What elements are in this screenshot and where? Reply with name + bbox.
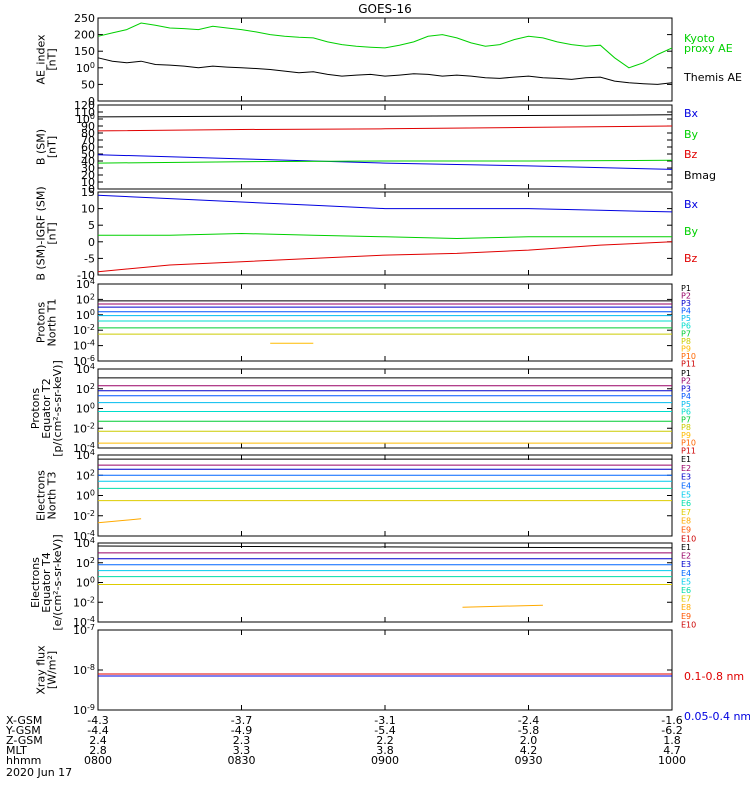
legend-label: Bz <box>684 252 698 265</box>
y-tick-label: 120 <box>74 99 95 112</box>
y-tick-label: 100 <box>76 308 95 322</box>
series-e8 <box>98 519 141 523</box>
y-tick-label: 15 <box>81 186 95 199</box>
legend-label: proxy AE <box>684 42 733 55</box>
y-axis-label: [e/(cm²-s-sr-keV)] <box>51 534 64 630</box>
y-tick-label: 100 <box>76 576 95 590</box>
series-kyoto-proxy-ae <box>98 23 672 68</box>
legend-label: Bmag <box>684 169 716 182</box>
y-tick-label: 104 <box>76 362 95 376</box>
y-axis-label: [nT] <box>46 136 59 158</box>
axis-row-value: 0900 <box>371 754 399 767</box>
y-tick-label: 200 <box>74 29 95 42</box>
legend-label: E8 <box>681 517 691 526</box>
series-bx <box>98 195 672 212</box>
y-tick-label: 5 <box>88 219 95 232</box>
axis-row-value: 0800 <box>84 754 112 767</box>
legend-label: E10 <box>681 620 696 629</box>
y-tick-label: 10-2 <box>73 323 95 337</box>
panel-frame <box>98 105 672 189</box>
panel-frame <box>98 369 672 448</box>
y-tick-label: 10-2 <box>73 509 95 523</box>
legend-label: By <box>684 225 699 238</box>
y-axis-label: [p/(cm²-s-sr-keV)] <box>51 360 64 457</box>
legend-label: E4 <box>681 481 691 490</box>
y-tick-label: 50 <box>81 78 95 91</box>
y-tick-label: 104 <box>76 448 95 462</box>
panel-frame <box>98 284 672 361</box>
y-tick-label: 10 <box>81 203 95 216</box>
y-tick-label: 10-8 <box>73 663 95 677</box>
y-tick-label: 10-4 <box>73 339 95 353</box>
panel-frame <box>98 543 672 622</box>
y-tick-label: 102 <box>76 382 95 396</box>
legend-label: E9 <box>681 526 691 535</box>
y-tick-label: 100 <box>76 61 95 75</box>
date-label: 2020 Jun 17 <box>6 766 72 779</box>
legend-label: 0.1-0.8 nm <box>684 670 744 683</box>
legend-label: Bx <box>684 198 699 211</box>
legend-label: E6 <box>681 499 691 508</box>
legend-label: E5 <box>681 490 691 499</box>
y-tick-label: 102 <box>76 292 95 306</box>
legend-label: 0.05-0.4 nm <box>684 710 750 723</box>
y-tick-label: 0 <box>88 236 95 249</box>
legend-label: Themis AE <box>683 71 742 84</box>
panel-frame <box>98 455 672 536</box>
series-by <box>98 234 672 239</box>
y-tick-label: 104 <box>76 277 95 291</box>
y-tick-label: 104 <box>76 536 95 550</box>
axis-row-value: 0930 <box>515 754 543 767</box>
y-tick-label: 10-2 <box>73 421 95 435</box>
chart-title: GOES-16 <box>358 2 412 16</box>
series-bz <box>98 126 672 131</box>
series-bz <box>98 242 672 272</box>
y-tick-label: 102 <box>76 468 95 482</box>
legend-label: E2 <box>681 464 691 473</box>
y-tick-label: 10-2 <box>73 595 95 609</box>
y-tick-label: -5 <box>84 252 95 265</box>
panel-frame <box>98 630 672 710</box>
series-e8 <box>463 605 543 607</box>
legend-label: E7 <box>681 508 691 517</box>
y-axis-label: [nT] <box>46 48 59 70</box>
legend-label: E1 <box>681 455 691 464</box>
y-tick-label: 100 <box>76 402 95 416</box>
y-axis-label: [W/m²] <box>46 651 59 689</box>
legend-label: E3 <box>681 473 691 482</box>
y-tick-label: 100 <box>76 489 95 503</box>
y-axis-label: North T3 <box>46 472 59 520</box>
y-tick-label: 250 <box>74 12 95 25</box>
legend-label: Bx <box>684 107 699 120</box>
series-themis-ae <box>98 58 672 85</box>
panel-frame <box>98 192 672 275</box>
legend-label: By <box>684 128 699 141</box>
y-axis-label: North T1 <box>46 299 59 347</box>
y-axis-label: [nT] <box>46 222 59 244</box>
axis-row-value: 1000 <box>658 754 686 767</box>
y-tick-label: 150 <box>74 45 95 58</box>
panel-frame <box>98 18 672 101</box>
series-bmag <box>98 115 672 117</box>
legend-label: Bz <box>684 148 698 161</box>
y-tick-label: 10-7 <box>73 623 95 637</box>
legend-label: P11 <box>681 359 696 368</box>
axis-row-value: 0830 <box>228 754 256 767</box>
y-tick-label: 102 <box>76 556 95 570</box>
